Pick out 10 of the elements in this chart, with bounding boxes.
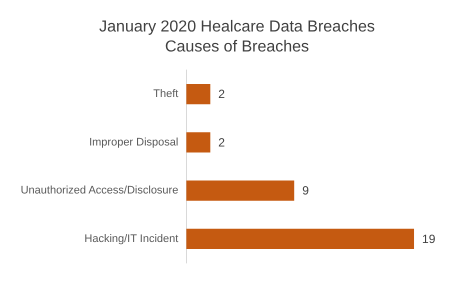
data-label: 2 (218, 87, 226, 102)
y-tick-label: Improper Disposal (89, 136, 178, 148)
y-tick-label: Unauthorized Access/Disclosure (20, 184, 178, 197)
chart-subtitle: Causes of Breaches (164, 38, 310, 56)
y-tick-label: Hacking/IT Incident (84, 232, 178, 245)
data-label: 9 (302, 184, 310, 198)
data-label: 19 (422, 232, 436, 246)
chart-title: January 2020 Healcare Data Breaches (99, 18, 375, 36)
y-tick-label: Theft (153, 88, 178, 100)
data-label: 2 (218, 135, 226, 150)
